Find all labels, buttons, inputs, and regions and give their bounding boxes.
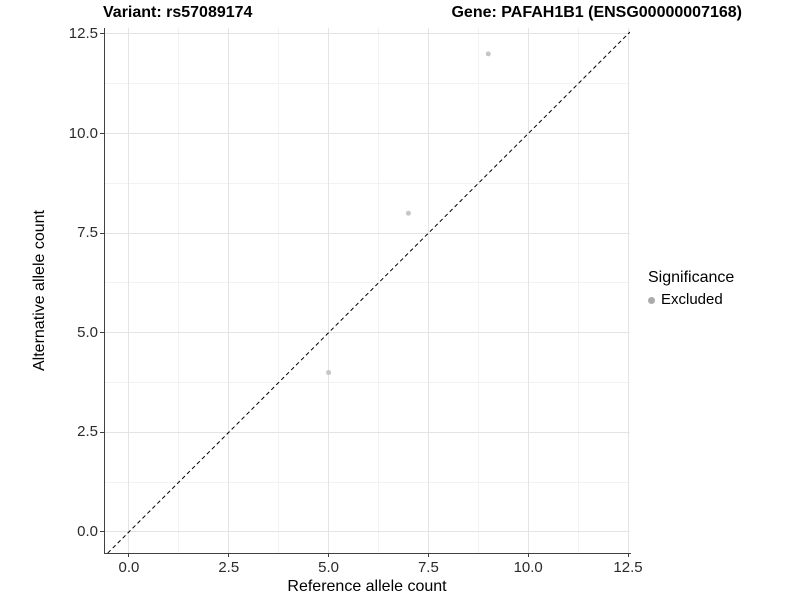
x-tick-mark — [527, 553, 529, 557]
y-axis-line — [104, 28, 105, 554]
minor-gridline — [178, 28, 180, 553]
major-gridline — [105, 332, 630, 334]
y-tick-mark — [100, 33, 104, 35]
x-tick-label: 0.0 — [118, 559, 140, 576]
y-axis-title-box: Alternative allele count — [29, 28, 49, 553]
legend-point-icon — [648, 296, 655, 304]
y-tick-label: 0.0 — [77, 522, 98, 540]
x-tick-label: 7.5 — [417, 559, 439, 576]
x-tick-mark — [128, 553, 130, 557]
major-gridline — [328, 28, 330, 553]
major-gridline — [527, 28, 529, 553]
major-gridline — [105, 431, 630, 433]
y-tick-mark — [100, 232, 104, 234]
plot-data-layer — [107, 31, 630, 553]
data-point — [326, 370, 332, 376]
x-tick-mark — [328, 553, 330, 557]
plot-title-variant: Variant: rs57089174 — [103, 4, 253, 21]
x-tick-label: 5.0 — [318, 559, 339, 576]
major-gridline — [627, 28, 629, 553]
x-tick-mark — [228, 553, 230, 557]
plot-title-gene: Gene: PAFAH1B1 (ENSG00000007168) — [451, 4, 742, 21]
y-tick-label: 2.5 — [77, 423, 98, 441]
minor-gridline — [278, 28, 280, 553]
major-gridline — [228, 28, 230, 553]
x-axis-line — [104, 553, 631, 554]
y-tick-label: 7.5 — [77, 224, 98, 242]
major-gridline — [105, 531, 630, 533]
y-tick-label: 12.5 — [68, 24, 98, 42]
legend-entry-label: Excluded — [661, 291, 723, 308]
major-gridline — [427, 28, 429, 553]
y-tick-mark — [100, 133, 104, 135]
minor-gridline — [477, 28, 479, 553]
minor-gridline — [105, 382, 630, 383]
x-tick-label: 10.0 — [513, 559, 543, 576]
y-tick-mark — [100, 431, 104, 433]
minor-gridline — [105, 481, 630, 483]
legend-entry: Excluded — [648, 291, 734, 309]
minor-gridline — [105, 282, 630, 284]
minor-gridline — [105, 83, 630, 85]
legend: Significance Excluded — [648, 268, 734, 309]
minor-gridline — [105, 182, 630, 184]
major-gridline — [105, 133, 630, 135]
y-tick-label: 10.0 — [68, 124, 98, 142]
y-tick-label: 5.0 — [77, 323, 98, 341]
minor-gridline — [577, 28, 579, 553]
plot-title: Variant: rs57089174 Gene: PAFAH1B1 (ENSG… — [103, 3, 742, 22]
minor-gridline — [377, 28, 379, 553]
major-gridline — [128, 28, 130, 553]
major-gridline — [105, 232, 630, 234]
data-point — [405, 210, 411, 216]
x-tick-label: 12.5 — [613, 559, 643, 576]
x-axis-title: Reference allele count — [287, 578, 447, 595]
y-axis-title: Alternative allele count — [30, 210, 48, 371]
data-point — [485, 51, 491, 57]
identity-reference-line — [107, 31, 630, 553]
plot-panel — [105, 28, 630, 553]
y-tick-mark — [100, 332, 104, 334]
legend-title: Significance — [648, 269, 735, 286]
major-gridline — [105, 33, 630, 35]
x-tick-label: 2.5 — [218, 559, 240, 576]
x-tick-mark — [627, 553, 629, 557]
y-tick-mark — [100, 531, 104, 533]
x-tick-mark — [427, 553, 429, 557]
